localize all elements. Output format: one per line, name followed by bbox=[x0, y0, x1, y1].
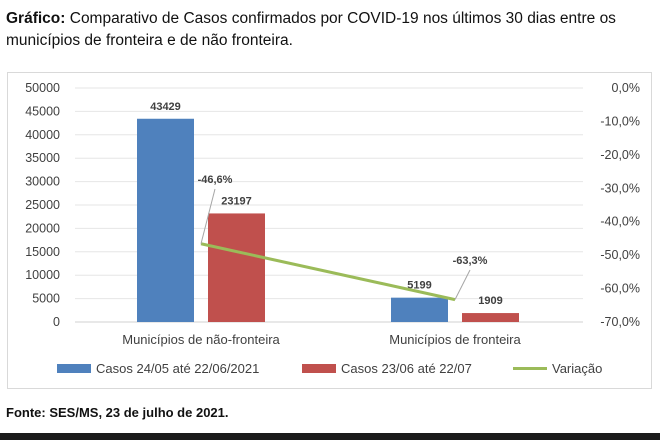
legend-swatch bbox=[302, 364, 336, 373]
legend-swatch bbox=[57, 364, 91, 373]
left-axis-tick: 35000 bbox=[25, 151, 60, 165]
caption-text: Comparativo de Casos confirmados por COV… bbox=[6, 10, 616, 49]
chart-frame bbox=[7, 72, 652, 389]
left-axis-tick: 0 bbox=[53, 315, 60, 329]
left-axis-tick: 40000 bbox=[25, 128, 60, 142]
line-data-label: -46,6% bbox=[198, 174, 233, 186]
bottom-bar bbox=[0, 433, 660, 440]
bar-data-label: 23197 bbox=[221, 195, 252, 207]
left-axis-tick: 25000 bbox=[25, 198, 60, 212]
left-axis-tick: 30000 bbox=[25, 175, 60, 189]
bar-2-2 bbox=[462, 313, 519, 322]
leader-line bbox=[454, 269, 471, 300]
right-axis-tick: 0,0% bbox=[612, 81, 641, 95]
right-axis-tick: -60,0% bbox=[600, 282, 640, 296]
left-axis-tick: 50000 bbox=[25, 81, 60, 95]
bar-data-label: 43429 bbox=[150, 101, 181, 113]
right-axis-tick: -30,0% bbox=[600, 181, 640, 195]
legend-label: Variação bbox=[552, 361, 602, 376]
left-axis-tick: 45000 bbox=[25, 104, 60, 118]
legend-label: Casos 23/06 até 22/07 bbox=[341, 361, 472, 376]
legend-label: Casos 24/05 até 22/06/2021 bbox=[96, 361, 259, 376]
bar-2-1 bbox=[208, 213, 265, 322]
right-axis-tick: -70,0% bbox=[600, 315, 640, 329]
bar-1-2 bbox=[391, 297, 448, 322]
bar-data-label: 1909 bbox=[478, 295, 502, 307]
line-data-label: -63,3% bbox=[453, 255, 488, 267]
bar-data-label: 5199 bbox=[407, 280, 431, 292]
bar-1-1 bbox=[137, 118, 194, 322]
left-axis-tick: 5000 bbox=[32, 292, 60, 306]
right-axis-tick: -50,0% bbox=[600, 248, 640, 262]
variation-line bbox=[200, 242, 456, 302]
category-label: Municípios de fronteira bbox=[389, 332, 521, 347]
left-axis-tick: 20000 bbox=[25, 221, 60, 235]
right-axis-tick: -10,0% bbox=[600, 114, 640, 128]
caption-label: Gráfico: bbox=[6, 10, 66, 27]
left-axis-tick: 15000 bbox=[25, 245, 60, 259]
leader-line bbox=[200, 188, 216, 244]
source-note: Fonte: SES/MS, 23 de julho de 2021. bbox=[6, 405, 229, 420]
category-label: Municípios de não-fronteira bbox=[122, 332, 280, 347]
right-axis-tick: -40,0% bbox=[600, 215, 640, 229]
left-axis-tick: 10000 bbox=[25, 268, 60, 282]
right-axis-tick: -20,0% bbox=[600, 148, 640, 162]
chart-caption: Gráfico: Comparativo de Casos confirmado… bbox=[6, 8, 656, 52]
